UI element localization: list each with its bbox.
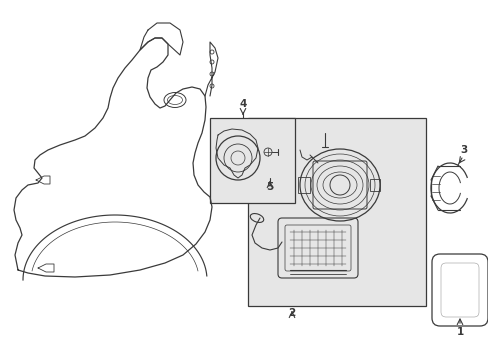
Text: 4: 4 [239, 99, 246, 109]
Text: 5: 5 [266, 182, 273, 192]
Bar [297, 177, 309, 193]
Bar [209, 118, 294, 203]
Text: 2: 2 [288, 308, 295, 318]
Bar [369, 179, 379, 191]
Text: 3: 3 [459, 145, 467, 155]
FancyBboxPatch shape [431, 254, 487, 326]
Bar [247, 118, 425, 306]
Text: 1: 1 [455, 327, 463, 337]
